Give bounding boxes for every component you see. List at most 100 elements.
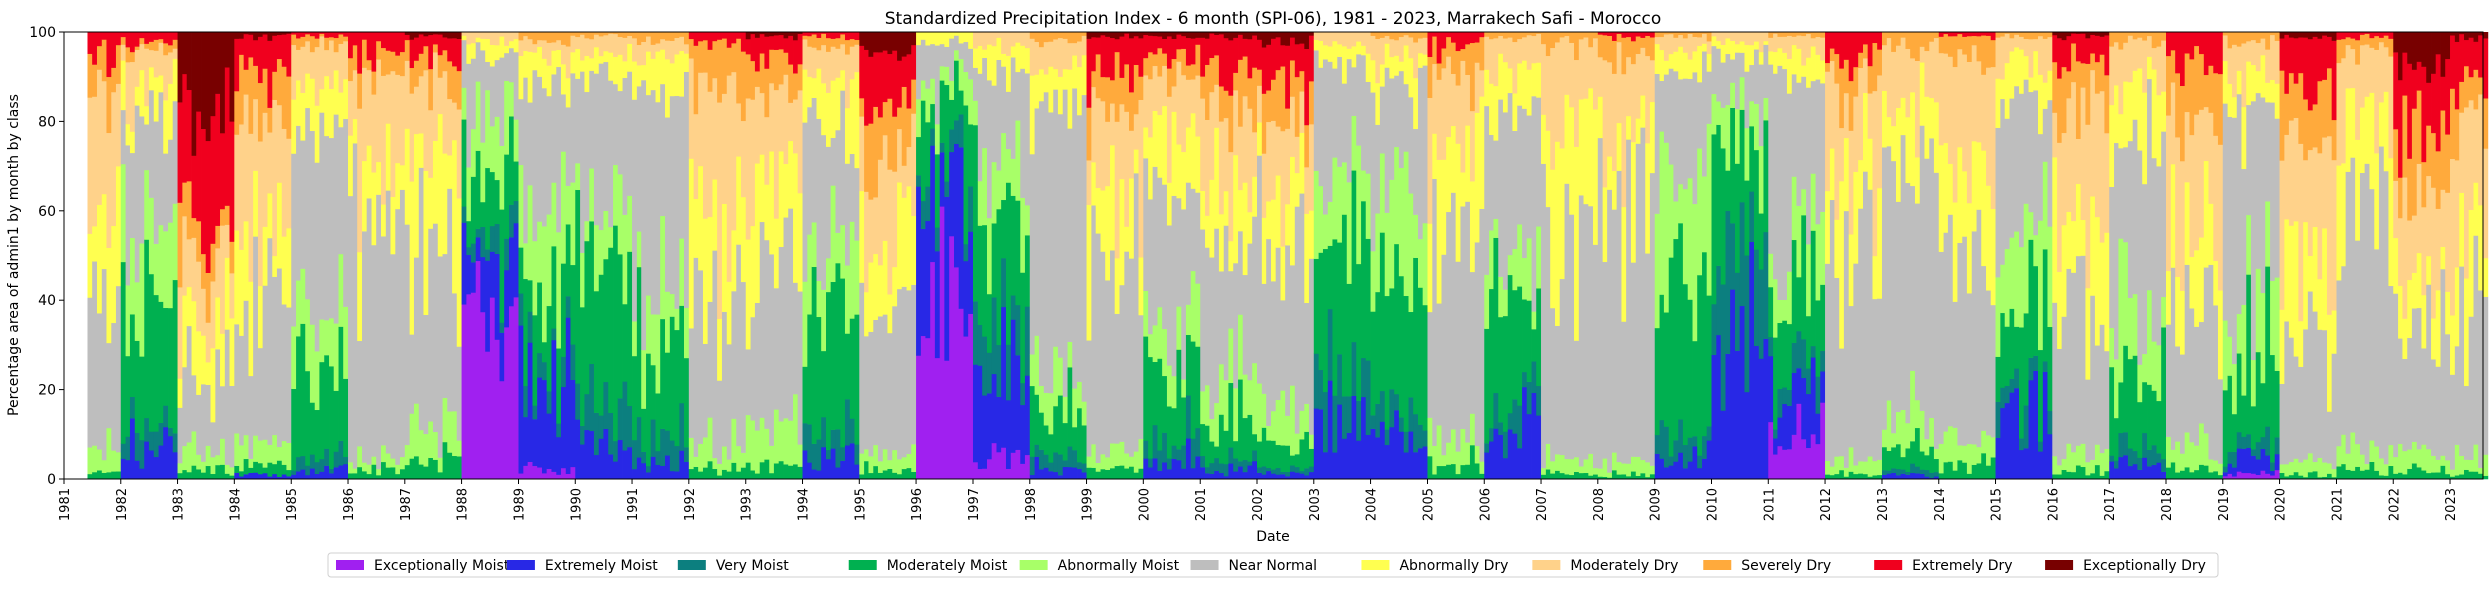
bar-segment-moderately-dry xyxy=(788,102,794,142)
bar-segment-extremely-moist xyxy=(1308,471,1315,480)
bar-segment-near-normal xyxy=(2450,374,2456,470)
bar-segment-severely-dry xyxy=(1834,53,1840,84)
bar-segment-severely-dry xyxy=(1285,108,1291,129)
legend-swatch xyxy=(336,560,364,570)
bar-segment-near-normal xyxy=(1914,203,1921,401)
bar-segment-moderately-moist xyxy=(1739,109,1745,203)
bar-segment-severely-dry xyxy=(2298,72,2304,144)
bar-segment-abnormally-moist xyxy=(830,185,836,283)
bar-segment-near-normal xyxy=(1872,298,1878,462)
bar-segment-severely-dry xyxy=(2090,53,2096,71)
bar-segment-severely-dry xyxy=(191,217,197,238)
x-tick-label: 1997 xyxy=(967,488,982,521)
bar-segment-moderately-dry xyxy=(404,60,411,129)
bar-segment-moderately-moist xyxy=(740,467,747,480)
bar-segment-abnormally-dry xyxy=(1621,206,1627,322)
bar-segment-near-normal xyxy=(319,112,325,320)
bar-segment-abnormally-moist xyxy=(399,456,406,470)
bar-segment-moderately-moist xyxy=(243,458,249,475)
bar-segment-extremely-dry xyxy=(2355,32,2361,41)
bar-segment-moderately-dry xyxy=(1304,167,1310,214)
bar-segment-extremely-dry xyxy=(897,60,903,108)
bar-segment-abnormally-dry xyxy=(2288,225,2295,338)
bar-segment-near-normal xyxy=(1806,87,1812,245)
bar-segment-exceptionally-moist xyxy=(996,452,1002,480)
bar-segment-near-normal xyxy=(1015,71,1021,121)
bar-segment-severely-dry xyxy=(2473,69,2479,110)
bar-segment-moderately-moist xyxy=(1138,468,1144,480)
bar-segment-extremely-moist xyxy=(248,472,254,480)
bar-segment-abnormally-moist xyxy=(385,453,391,468)
bar-segment-severely-dry xyxy=(1820,32,1826,38)
bar-segment-near-normal xyxy=(300,140,306,269)
bar-segment-extremely-moist xyxy=(646,472,652,480)
bar-segment-extremely-dry xyxy=(821,32,827,34)
bar-segment-abnormally-moist xyxy=(783,418,789,465)
bar-segment-abnormally-dry xyxy=(1744,44,1750,72)
bar-segment-moderately-moist xyxy=(1919,451,1925,470)
bar-segment-very-moist xyxy=(954,120,960,145)
bar-segment-near-normal xyxy=(272,276,278,436)
bar-segment-very-moist xyxy=(1346,396,1352,433)
bar-segment-abnormally-dry xyxy=(1285,204,1291,246)
bar-segment-extremely-dry xyxy=(2341,32,2347,40)
bar-segment-moderately-moist xyxy=(305,370,311,466)
bar-segment-moderately-dry xyxy=(357,108,363,253)
bar-segment-severely-dry xyxy=(1257,69,1263,86)
bar-segment-moderately-moist xyxy=(707,461,713,480)
bar-segment-abnormally-moist xyxy=(1048,392,1054,435)
bar-segment-extremely-dry xyxy=(1299,43,1305,72)
bar-segment-extremely-dry xyxy=(191,155,197,219)
bar-segment-exceptionally-moist xyxy=(485,351,491,480)
bar-segment-abnormally-moist xyxy=(1848,447,1854,472)
bar-segment-extremely-dry xyxy=(1100,35,1106,78)
bar-segment-moderately-moist xyxy=(958,90,964,115)
bar-segment-abnormally-moist xyxy=(267,444,273,463)
bar-segment-severely-dry xyxy=(551,32,557,43)
bar-segment-abnormally-dry xyxy=(281,236,287,305)
bar-segment-near-normal xyxy=(688,328,695,438)
y-tick-label: 60 xyxy=(38,204,56,220)
bar-segment-near-normal xyxy=(1720,62,1726,108)
bar-segment-severely-dry xyxy=(1077,32,1083,42)
bar-segment-near-normal xyxy=(1361,55,1367,171)
bar-segment-near-normal xyxy=(1091,205,1097,445)
bar-segment-extremely-dry xyxy=(1124,33,1130,65)
bar-segment-moderately-moist xyxy=(1148,356,1154,459)
bar-segment-moderately-dry xyxy=(87,97,93,234)
bar-segment-abnormally-moist xyxy=(404,444,411,466)
bar-segment-extremely-moist xyxy=(1924,476,1930,480)
bar-segment-abnormally-dry xyxy=(1034,74,1040,109)
bar-segment-moderately-moist xyxy=(527,280,533,312)
bar-segment-moderately-dry xyxy=(485,32,491,39)
bar-segment-exceptionally-dry xyxy=(456,32,462,39)
bar-segment-very-moist xyxy=(2274,437,2280,455)
bar-segment-very-moist xyxy=(1214,457,1220,472)
bar-segment-near-normal xyxy=(1138,314,1144,440)
bar-segment-abnormally-moist xyxy=(1166,365,1173,407)
bar-segment-moderately-moist xyxy=(1285,445,1291,472)
bar-segment-abnormally-dry xyxy=(1228,240,1234,272)
bar-segment-extremely-moist xyxy=(617,439,623,480)
bar-segment-near-normal xyxy=(475,42,481,82)
bar-segment-near-normal xyxy=(636,86,642,232)
bar-segment-near-normal xyxy=(1578,195,1584,467)
bar-segment-abnormally-moist xyxy=(996,170,1002,210)
bar-segment-exceptionally-dry xyxy=(1200,32,1206,38)
bar-segment-moderately-moist xyxy=(844,333,851,400)
bar-segment-near-normal xyxy=(1394,75,1400,148)
bar-segment-severely-dry xyxy=(2014,32,2020,35)
bar-segment-abnormally-dry xyxy=(1867,138,1873,190)
bar-segment-abnormally-dry xyxy=(1602,187,1608,263)
bar-segment-abnormally-moist xyxy=(1062,396,1068,424)
bar-segment-moderately-dry xyxy=(423,70,429,172)
bar-segment-severely-dry xyxy=(1649,37,1656,61)
bar-segment-abnormally-moist xyxy=(470,128,477,177)
bar-segment-moderately-moist xyxy=(2383,475,2389,480)
bar-segment-near-normal xyxy=(641,80,647,351)
bar-segment-severely-dry xyxy=(1418,32,1424,39)
bar-segment-abnormally-dry xyxy=(731,230,737,292)
bar-segment-near-normal xyxy=(2142,183,2148,355)
bar-segment-extremely-moist xyxy=(163,426,169,480)
